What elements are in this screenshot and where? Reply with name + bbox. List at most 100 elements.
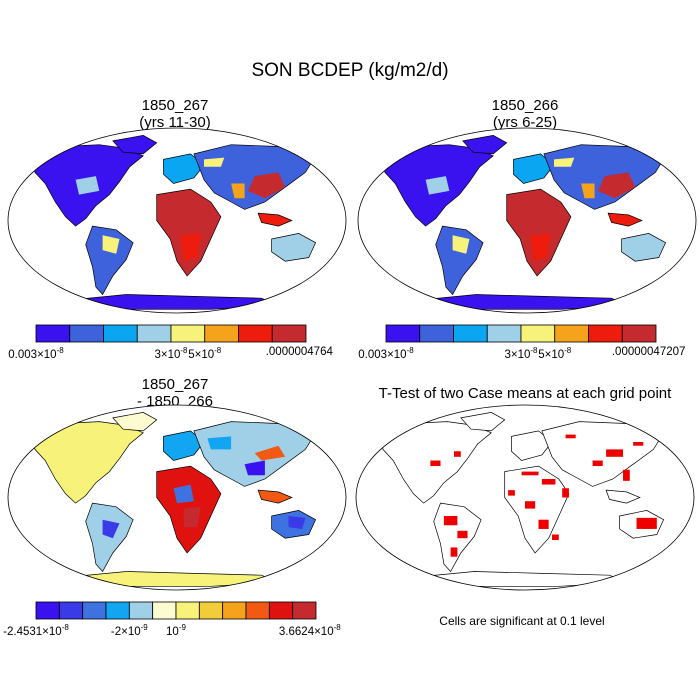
significant-cell-0 (430, 460, 441, 467)
colorbar-diff-swatch-9 (245, 601, 270, 620)
colorbar-diff-swatch-1 (58, 601, 84, 620)
hotspot-case1-2 (248, 172, 286, 199)
hotspot-diff-5 (207, 436, 232, 450)
colorbar-diff-label-1: -2×10-9 (110, 623, 148, 638)
land-indonesia-case2 (607, 212, 643, 227)
land-greenland-ttest (460, 412, 506, 432)
panel-title-case2-line2: (yrs 6-25) (492, 114, 558, 131)
map-border-case2 (357, 127, 697, 314)
land-europe-case2 (513, 153, 555, 184)
significant-cell-7 (525, 501, 536, 509)
hotspot-diff-4 (102, 519, 120, 539)
significant-cell-8 (538, 519, 549, 529)
hotspot-case2-2 (598, 172, 636, 199)
hotspot-case1-1 (180, 233, 201, 262)
colorbar-diff-swatch-4 (128, 601, 154, 620)
hotspot-case1-0 (170, 202, 204, 232)
colorbar-case1-swatch-7 (271, 324, 307, 343)
hotspot-diff-6 (288, 516, 306, 529)
ttest-note: Cells are significant at 0.1 level (439, 614, 605, 628)
land-greenland-diff (112, 412, 158, 432)
colorbar-case2-label-0: 0.003×10-8 (358, 346, 414, 361)
land-europe-diff (163, 430, 205, 461)
significant-cell-5 (521, 471, 539, 476)
colorbar-diff-swatch-11 (292, 601, 317, 620)
hotspot-case1-6 (204, 157, 225, 167)
colorbar-diff-label-0: -2.4531×10-8 (3, 623, 69, 638)
colorbar-diff-swatch-2 (82, 601, 107, 620)
land-europe-case1 (163, 153, 205, 184)
colorbar-case1-label-2: 5×10-8 (188, 346, 222, 361)
panel-title-case1: 1850_267 (yrs 11-30) (75, 97, 275, 131)
significant-cell-17 (552, 534, 559, 541)
colorbar-diff-swatch-10 (268, 601, 294, 620)
colorbar-case2-label-3: .00000047207 (611, 346, 686, 358)
significant-cell-1 (454, 451, 461, 457)
land-greenland-case2 (462, 135, 508, 155)
colorbar-case2-label-1: 3×10-8 (504, 346, 538, 361)
hotspot-case2-5 (425, 176, 450, 195)
land-australia-case2 (621, 233, 667, 262)
significant-cell-9 (562, 488, 569, 498)
colorbar-case2-label-2: 5×10-8 (538, 346, 572, 361)
colorbar-case1-label-3: .0000004764 (265, 346, 333, 358)
colorbar-diff-swatch-8 (222, 601, 247, 620)
panel-title-case2: 1850_266 (yrs 6-25) (425, 97, 625, 131)
significant-cell-11 (606, 449, 624, 457)
land-africa-ttest (504, 465, 570, 554)
significant-cell-14 (636, 517, 657, 529)
significant-cell-15 (565, 434, 576, 439)
land-northAmerica-diff (31, 421, 144, 504)
hotspot-case2-0 (520, 202, 554, 232)
significant-cell-4 (450, 547, 458, 557)
significant-cell-10 (592, 460, 603, 467)
land-indonesia-ttest (605, 489, 641, 504)
colorbar-diff-swatch-3 (105, 601, 130, 620)
panel-title-case1-line1: 1850_267 (141, 97, 209, 114)
land-australia-case1 (271, 233, 317, 262)
hotspot-case2-1 (530, 233, 551, 262)
panel-title-case1-line2: (yrs 11-30) (139, 114, 211, 131)
colorbar-diff-swatch-0 (35, 601, 60, 620)
significant-cell-12 (633, 442, 644, 446)
significant-cell-2 (443, 516, 458, 526)
figure-title: SON BCDEP (kg/m2/d) (251, 60, 449, 81)
land-indonesia-diff (257, 489, 293, 504)
colorbar-diff-swatch-7 (198, 601, 224, 620)
land-southAmerica-case2 (435, 225, 484, 296)
land-southAmerica-diff (85, 502, 134, 573)
significant-cell-6 (541, 479, 556, 485)
map-border-case1 (7, 127, 347, 314)
colorbar-diff-label-2: 10-9 (166, 623, 186, 638)
panel-title-diff-line1: 1850_267 (141, 376, 209, 393)
hotspot-diff-0 (173, 484, 194, 504)
hotspot-case2-4 (452, 235, 470, 254)
colorbar-case2-swatch-7 (621, 324, 657, 343)
hotspot-case2-6 (554, 157, 575, 167)
land-indonesia-case1 (257, 212, 293, 227)
hotspot-case1-4 (102, 235, 120, 254)
panel-title-ttest: T-Test of two Case means at each grid po… (355, 385, 695, 402)
hotspot-case2-3 (581, 183, 595, 199)
map-border-ttest (355, 404, 695, 591)
significant-cell-13 (623, 469, 630, 481)
hotspot-diff-2 (244, 460, 265, 476)
colorbar-case1-label-1: 3×10-8 (154, 346, 188, 361)
panel-title-case2-line1: 1850_266 (491, 97, 559, 114)
significant-cell-16 (508, 490, 515, 496)
land-europe-ttest (511, 430, 553, 461)
colorbar-case1-label-0: 0.003×10-8 (8, 346, 64, 361)
land-greenland-case1 (112, 135, 158, 155)
panel-title-ttest-line1: T-Test of two Case means at each grid po… (378, 385, 672, 402)
hotspot-case1-3 (231, 183, 245, 199)
colorbar-diff-label-3: 3.6624×10-8 (278, 623, 341, 638)
land-southAmerica-case1 (85, 225, 134, 296)
colorbar-diff-swatch-5 (152, 601, 177, 620)
